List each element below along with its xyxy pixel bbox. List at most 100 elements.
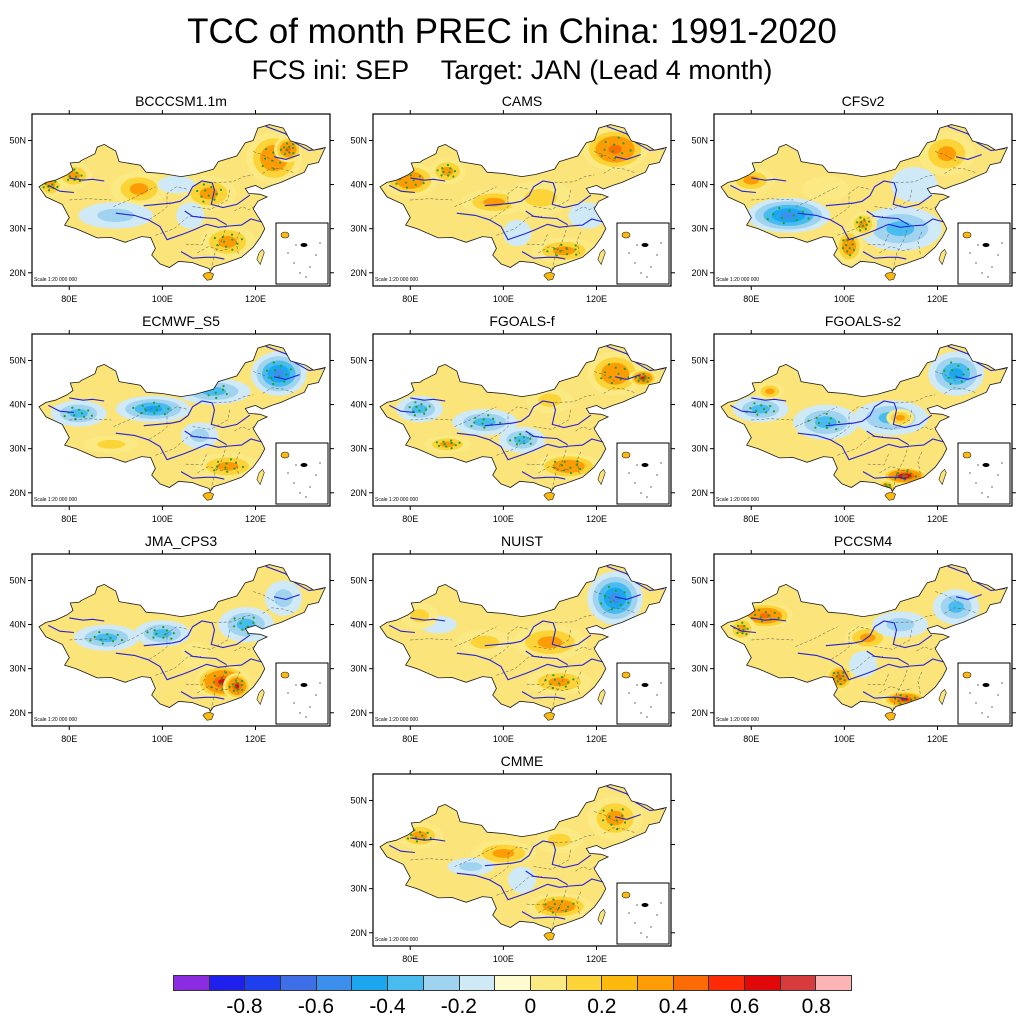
river-line — [521, 691, 566, 700]
significance-dot — [825, 412, 828, 415]
significance-dot — [283, 380, 286, 383]
province-boundary — [235, 229, 241, 254]
province-boundary — [831, 422, 854, 440]
lon-tick-label: 80E — [402, 294, 418, 304]
model-panel: FGOALS-f 20N 30N 40N 50N 80E 100E 120E Scale 1:2… — [341, 312, 681, 524]
province-boundary — [551, 445, 568, 491]
province-boundary — [594, 591, 618, 603]
significance-dot — [736, 631, 739, 635]
inset-island-dot — [650, 266, 652, 268]
province-boundary — [848, 406, 871, 425]
river-line — [69, 397, 105, 402]
significance-dot — [51, 183, 54, 186]
significance-dot — [602, 809, 605, 812]
inset-island-dot — [287, 252, 289, 254]
lat-tick-label: 50N — [350, 795, 367, 805]
lat-tick-label: 40N — [350, 400, 367, 410]
significance-dot — [101, 642, 104, 645]
lon-tick-label: 80E — [61, 734, 77, 744]
significance-dot — [754, 613, 757, 616]
lat-tick-label: 20N — [691, 268, 708, 278]
province-boundary — [210, 225, 227, 271]
significance-dot — [616, 828, 619, 831]
province-boundary — [166, 626, 189, 645]
significance-dot — [241, 465, 245, 469]
inset-island-dot — [319, 682, 321, 684]
correlation-contour — [845, 241, 853, 251]
river-line — [614, 374, 641, 380]
correlation-contour — [886, 221, 915, 237]
significance-dot — [239, 622, 242, 625]
inset-island-dot — [636, 904, 638, 906]
significance-dot — [219, 682, 223, 685]
inset-island-dot — [628, 692, 630, 694]
significance-dot — [445, 445, 448, 448]
significance-dot — [868, 220, 871, 223]
inset-island-dot — [299, 272, 301, 274]
province-boundary — [454, 846, 497, 867]
province-boundary — [410, 858, 453, 861]
province-boundary — [892, 225, 909, 271]
province-boundary — [197, 246, 230, 254]
map-scale-note: Scale 1:20 000 000 — [34, 497, 77, 503]
significance-dot — [745, 633, 748, 636]
significance-dot — [829, 417, 833, 420]
significance-dot — [146, 631, 149, 634]
province-boundary — [603, 827, 637, 834]
correlation-contour — [759, 613, 771, 619]
river-line — [521, 471, 566, 480]
significance-dot — [233, 617, 236, 620]
significance-dot — [450, 447, 453, 450]
correlation-contour — [508, 866, 536, 893]
significance-dot — [614, 589, 617, 592]
inset-island-dot — [315, 254, 317, 256]
map-scale-note: Scale 1:20 000 000 — [716, 717, 759, 723]
significance-dot — [554, 460, 557, 463]
inset-island-dot — [315, 474, 317, 476]
significance-dot — [835, 675, 838, 678]
significance-dot — [406, 837, 410, 840]
river-line — [273, 154, 300, 160]
colorbar-cell — [352, 976, 389, 990]
significance-dot — [233, 467, 236, 470]
river-line — [115, 432, 263, 461]
significance-dot — [213, 674, 216, 678]
significance-dot — [229, 458, 233, 461]
province-boundary — [603, 607, 637, 614]
inset-island-dot — [319, 242, 321, 244]
significance-dot — [272, 382, 275, 386]
significance-dot — [233, 625, 236, 628]
significance-dot — [280, 364, 283, 367]
significance-dot — [758, 609, 761, 612]
lat-tick-label: 30N — [350, 224, 367, 234]
inset-hainan — [621, 891, 631, 899]
significance-dot — [777, 616, 780, 620]
significance-dot — [80, 174, 83, 177]
panel-title: BCCCSM1.1m — [135, 93, 227, 109]
significance-dot — [144, 408, 147, 411]
significance-dot — [409, 174, 412, 177]
significance-dot — [210, 185, 213, 189]
correlation-contour — [609, 592, 621, 604]
forecast-target-label: Target: JAN (Lead 4 month) — [440, 55, 773, 85]
inset-island-dot — [634, 702, 636, 704]
significance-dot — [272, 151, 275, 154]
significance-dot — [615, 819, 618, 822]
province-boundary — [410, 638, 453, 641]
significance-dot — [155, 632, 158, 635]
significance-dot — [272, 167, 275, 170]
correlation-contour — [743, 175, 760, 185]
colorbar-label: -0.6 — [297, 995, 335, 1018]
province-boundary — [538, 686, 571, 694]
significance-dot — [769, 405, 772, 408]
inset-island-dot — [969, 252, 971, 254]
river-line — [48, 404, 74, 414]
significance-dot — [264, 148, 268, 151]
correlation-contour — [514, 435, 530, 445]
significance-dot — [909, 472, 912, 475]
river-line — [180, 251, 225, 260]
province-boundary — [848, 186, 871, 205]
lat-tick-label: 20N — [9, 488, 26, 498]
china-outline — [379, 564, 668, 713]
inset-island-dot — [991, 486, 993, 488]
